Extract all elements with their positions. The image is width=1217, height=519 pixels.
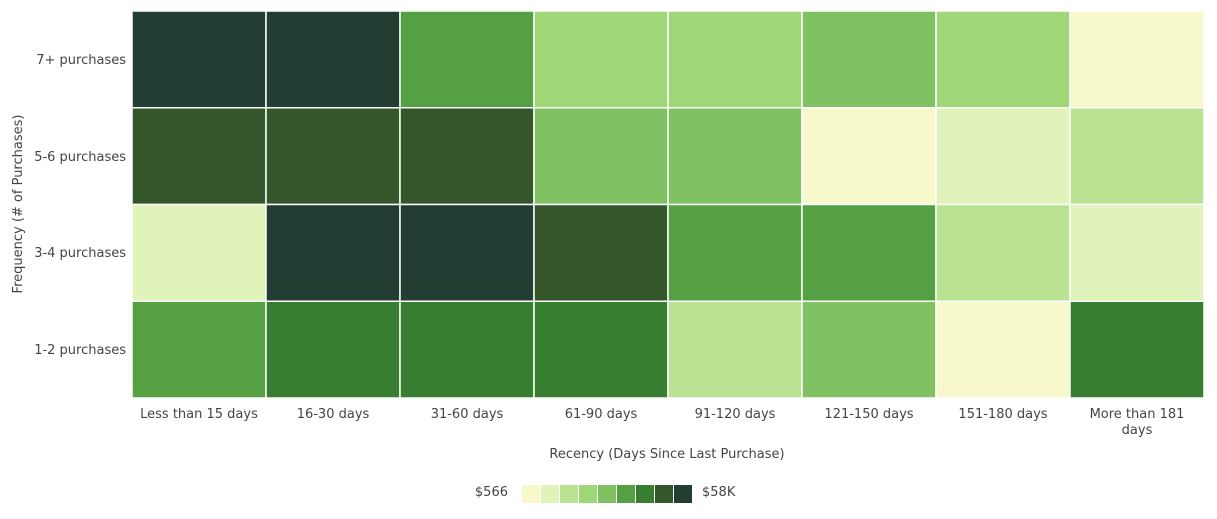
heatmap-cell (533, 10, 669, 109)
heatmap-cell (667, 107, 803, 206)
heatmap-cell (935, 300, 1071, 399)
heatmap-cell (935, 203, 1071, 302)
legend-swatch (617, 485, 635, 503)
y-tick-label: 3-4 purchases (34, 246, 126, 261)
heatmap-cell (131, 300, 267, 399)
legend-swatch (560, 485, 578, 503)
heatmap-cell (265, 300, 401, 399)
heatmap-cell (1069, 300, 1205, 399)
legend-swatch (655, 485, 673, 503)
heatmap-cell (399, 300, 535, 399)
heatmap-cell (801, 107, 937, 206)
heatmap-cell (667, 300, 803, 399)
x-tick-label: 91-120 days (695, 407, 776, 422)
y-axis-title: Frequency (# of Purchases) (11, 115, 26, 294)
x-tick-label: More than 181 days (1090, 407, 1185, 438)
y-tick-label: 5-6 purchases (34, 150, 126, 165)
x-tick-label: Less than 15 days (140, 407, 258, 422)
heatmap-cell (935, 107, 1071, 206)
heatmap-cell (265, 10, 401, 109)
legend-swatch (674, 485, 692, 503)
x-tick-labels: Less than 15 days 16-30 days 31-60 days … (140, 407, 1184, 438)
heatmap-cell (131, 107, 267, 206)
legend-swatch (541, 485, 559, 503)
legend-max-label: $58K (702, 485, 736, 500)
x-axis-title: Recency (Days Since Last Purchase) (549, 447, 784, 462)
color-legend: $566 $58K (475, 485, 736, 503)
heatmap-cell (801, 203, 937, 302)
heatmap-cell (935, 10, 1071, 109)
heatmap-cell (533, 203, 669, 302)
heatmap-cell (667, 203, 803, 302)
heatmap-cell (399, 203, 535, 302)
x-tick-label: 31-60 days (431, 407, 504, 422)
heatmap-cell (1069, 107, 1205, 206)
heatmap-cell (533, 300, 669, 399)
legend-swatch (579, 485, 597, 503)
heatmap-cell (801, 10, 937, 109)
legend-min-label: $566 (475, 485, 508, 500)
y-tick-labels: 7+ purchases 5-6 purchases 3-4 purchases… (34, 53, 126, 358)
heatmap-cell (399, 10, 535, 109)
heatmap-cell (1069, 203, 1205, 302)
legend-swatch (636, 485, 654, 503)
x-tick-label: 121-150 days (824, 407, 913, 422)
legend-swatch (598, 485, 616, 503)
y-tick-label: 1-2 purchases (34, 343, 126, 358)
heatmap-cell (131, 10, 267, 109)
x-tick-label: 61-90 days (565, 407, 638, 422)
x-tick-label: 16-30 days (297, 407, 370, 422)
heatmap-cell (265, 107, 401, 206)
x-tick-label: 151-180 days (958, 407, 1047, 422)
heatmap-cell (399, 107, 535, 206)
heatmap-grid (131, 10, 1205, 399)
heatmap-cell (533, 107, 669, 206)
legend-swatches (522, 485, 692, 503)
heatmap-cell (131, 203, 267, 302)
heatmap-cell (667, 10, 803, 109)
heatmap-cell (801, 300, 937, 399)
y-tick-label: 7+ purchases (36, 53, 126, 68)
legend-swatch (522, 485, 540, 503)
heatmap-cell (265, 203, 401, 302)
heatmap-cell (1069, 10, 1205, 109)
